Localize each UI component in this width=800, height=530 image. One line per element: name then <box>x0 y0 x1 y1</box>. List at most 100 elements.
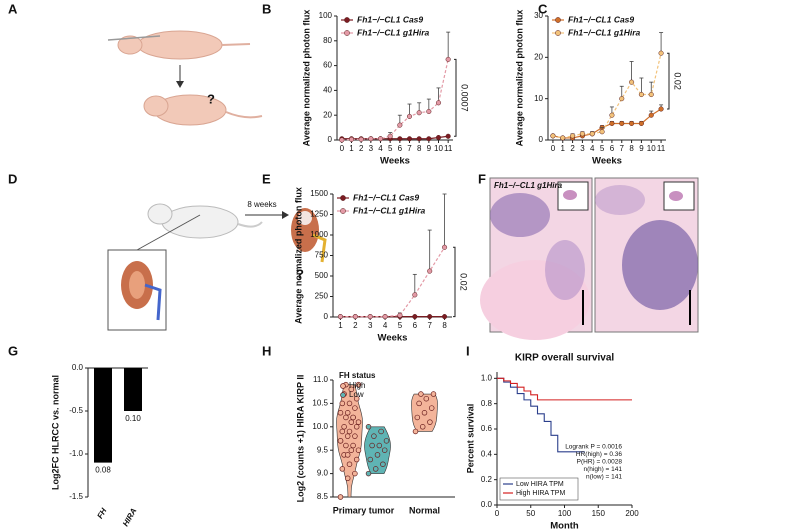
x-axis-label: Weeks <box>592 156 622 167</box>
y-tick-label: 0.2 <box>481 475 493 484</box>
data-point <box>638 91 644 98</box>
stats-annotation: n(low) = 141 <box>586 474 622 481</box>
x-tick-label: 10 <box>647 144 656 153</box>
data-point <box>369 442 375 449</box>
data-point <box>344 452 351 458</box>
data-point <box>442 314 448 320</box>
x-tick-label: 200 <box>625 509 639 518</box>
panel-label: E <box>262 171 271 186</box>
x-axis-label: Weeks <box>380 156 410 167</box>
y-tick-label: 0 <box>539 135 544 144</box>
data-point <box>423 395 430 402</box>
x-tick-label: HIRA <box>121 506 139 528</box>
legend-label: Low <box>349 390 364 399</box>
data-point <box>648 112 654 118</box>
mouse-illustration <box>107 30 263 126</box>
legend-marker <box>555 30 561 36</box>
data-point <box>442 244 448 250</box>
y-axis-label: Average normalized photon flux <box>293 187 303 324</box>
panel-label: H <box>262 343 271 358</box>
x-tick-label: 1 <box>561 144 566 153</box>
y-tick-label: 10.0 <box>312 422 328 431</box>
data-point <box>416 400 422 407</box>
y-axis-label: Average normalized photon flux <box>301 10 311 147</box>
data-point <box>412 292 418 298</box>
x-tick-label: 150 <box>592 509 606 518</box>
p-value: 0.02 <box>673 72 683 90</box>
y-tick-label: 60 <box>323 61 332 70</box>
x-axis-label: Month <box>550 521 579 530</box>
data-point <box>355 381 362 388</box>
label-bg <box>122 414 144 424</box>
data-point <box>414 414 421 421</box>
x-tick-label: 8 <box>417 144 422 153</box>
x-tick-label: 4 <box>378 144 383 153</box>
legend-marker <box>555 17 561 23</box>
data-point <box>337 438 344 444</box>
stats-annotation: P(HR) = 0.0028 <box>577 459 623 466</box>
x-tick-label: 0 <box>551 144 556 153</box>
data-point <box>346 400 353 407</box>
x-tick-label: 100 <box>558 509 572 518</box>
bar-annotation: 0.08 <box>95 466 111 475</box>
data-point <box>397 312 403 318</box>
x-tick-label: 11 <box>657 144 666 153</box>
data-point <box>426 108 432 115</box>
data-point <box>352 405 358 411</box>
data-point <box>445 133 451 139</box>
panel-label: B <box>262 1 271 16</box>
legend-marker <box>340 208 346 214</box>
y-tick-label: 9.0 <box>317 469 329 478</box>
x-tick-label: 0 <box>340 144 345 153</box>
data-point <box>435 100 442 106</box>
bar <box>94 368 112 463</box>
data-point <box>397 122 403 128</box>
y-tick-label: 250 <box>315 292 329 301</box>
data-point <box>355 447 362 453</box>
data-point <box>412 428 419 435</box>
data-point <box>648 91 654 98</box>
data-point <box>406 113 413 119</box>
y-tick-label: 1000 <box>310 230 328 239</box>
y-tick-label: 8.5 <box>317 492 329 501</box>
data-point <box>346 461 353 467</box>
x-tick-label: 1 <box>338 321 343 330</box>
data-point <box>387 133 393 139</box>
data-point <box>638 120 644 127</box>
data-point <box>378 428 384 435</box>
x-tick-label: 2 <box>353 321 358 330</box>
p-value: 0.02 <box>459 273 469 291</box>
data-point <box>412 314 418 320</box>
data-point <box>550 133 556 139</box>
x-tick-label: 3 <box>369 144 374 153</box>
data-point <box>353 424 360 430</box>
legend-label: High HIRA TPM <box>516 490 565 497</box>
x-tick-label: 0 <box>495 509 500 518</box>
data-point <box>341 424 347 430</box>
data-point <box>428 405 435 411</box>
x-tick-label: 1 <box>349 144 354 153</box>
y-tick-label: 1500 <box>310 189 328 198</box>
panel-label: I <box>466 343 470 358</box>
y-tick-label: 500 <box>315 271 329 280</box>
y-tick-label: 0.8 <box>481 399 493 408</box>
x-tick-label: 4 <box>383 321 388 330</box>
y-tick-label: 1250 <box>310 210 328 219</box>
x-tick-label: 9 <box>427 144 432 153</box>
y-tick-label: 20 <box>534 52 543 61</box>
x-tick-label: 3 <box>580 144 585 153</box>
panel-label: A <box>8 1 18 16</box>
panel-label: G <box>8 343 18 358</box>
y-tick-label: 750 <box>315 251 329 260</box>
legend-marker <box>340 392 346 398</box>
legend-label: Fh1−/−CL1 g1Hira <box>353 205 426 215</box>
image-label: Fh1−/−CL1 g1Hira <box>494 181 563 190</box>
data-point <box>339 137 345 143</box>
y-tick-label: 0.6 <box>481 424 493 433</box>
y-tick-label: 10 <box>534 94 543 103</box>
y-tick-label: 100 <box>319 11 333 20</box>
series-line <box>341 135 449 140</box>
data-point <box>344 433 351 439</box>
data-point <box>343 442 349 449</box>
series-line <box>552 108 662 139</box>
